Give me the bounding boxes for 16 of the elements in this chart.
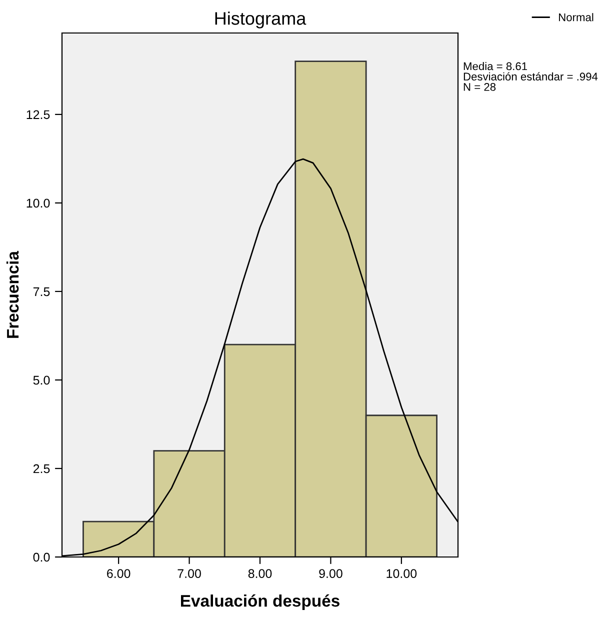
x-tick-label: 10.00 — [386, 569, 417, 578]
x-axis-title: Evaluación después — [181, 594, 340, 610]
x-tick-label: 8.00 — [248, 569, 272, 578]
y-tick-label: 5.0 — [33, 376, 50, 385]
y-tick-label: 7.5 — [33, 287, 50, 296]
x-tick-label: 7.00 — [178, 569, 201, 578]
y-tick-label: 0.0 — [33, 552, 50, 562]
chart-title: Histograma — [215, 12, 306, 28]
y-tick-label: 12.5 — [26, 110, 50, 120]
x-tick-label: 9.00 — [319, 569, 342, 578]
y-tick-label: 10.0 — [26, 198, 50, 208]
x-tick-label: 6.00 — [107, 569, 130, 578]
y-tick-label: 2.5 — [33, 464, 50, 474]
y-axis-title: Frecuencia — [6, 250, 19, 338]
text: Media = 8.61 Desviación estándar = .994 N = 28 — [464, 62, 598, 91]
legend-label: Normal — [559, 13, 594, 22]
